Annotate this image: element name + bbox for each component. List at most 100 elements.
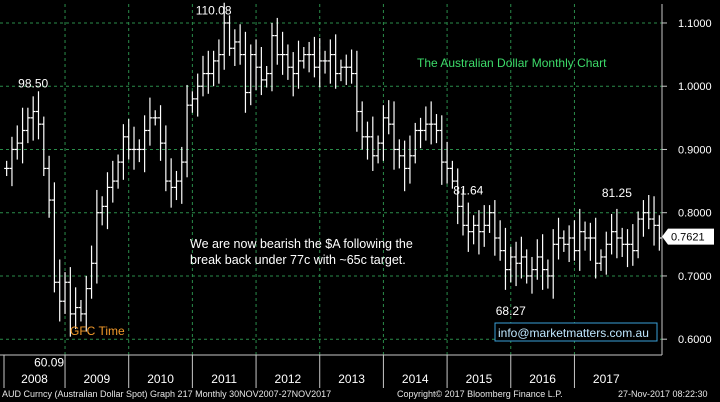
ohlc-bar (168, 158, 174, 208)
commentary-line-2: break back under 77c with ~65c target. (190, 253, 406, 267)
last-price-label: 0.7621 (671, 232, 705, 244)
ohlc-bar (20, 107, 26, 164)
ohlc-bar (285, 44, 291, 80)
x-year-label: 2017 (593, 372, 620, 386)
ohlc-bar (35, 91, 41, 140)
ohlc-bar (449, 160, 455, 189)
ohlc-bar (471, 215, 477, 245)
price-chart: 1.1000 1.0000 0.9000 0.8000 0.7000 0.6000 2008… (0, 2, 714, 388)
x-year-label: 2009 (84, 372, 111, 386)
x-year-label: 2012 (275, 372, 302, 386)
ohlc-bar (492, 200, 498, 256)
ohlc-bar (359, 101, 365, 150)
footer-timestamp: 27-Nov-2017 08:22:30 (618, 389, 708, 399)
ohlc-bar (556, 217, 562, 260)
ohlc-bar (89, 245, 95, 299)
watermark-text: info@marketmatters.com.au (498, 326, 649, 340)
ohlc-bar (439, 115, 445, 185)
chart-title: The Australian Dollar Monthly Chart (417, 56, 607, 70)
ohlc-bar (593, 217, 599, 279)
ohlc-bar (391, 101, 397, 170)
ohlc-bar (513, 241, 519, 287)
ohlc-bar (349, 49, 355, 84)
ohlc-bar (502, 227, 508, 290)
y-tick-label: 1.1000 (678, 18, 712, 30)
y-tick-label: 0.9000 (678, 144, 712, 156)
ohlc-bar (646, 194, 652, 230)
ohlc-bar (179, 146, 185, 204)
ohlc-bar (582, 221, 588, 251)
ohlc-bar (51, 182, 57, 293)
ohlc-bar (630, 224, 636, 266)
ohlc-bar (280, 31, 286, 75)
ohlc-bar (625, 229, 631, 268)
ohlc-bar (614, 208, 620, 259)
ohlc-bar (327, 39, 333, 84)
price-annotation: 81.25 (602, 186, 632, 200)
ohlc-bar (402, 140, 408, 192)
ohlc-bar (142, 115, 148, 173)
ohlc-bar (200, 55, 206, 97)
footer-bar: AUD Curncy (Australian Dollar Spot) Grap… (0, 388, 720, 402)
y-tick-label: 0.6000 (678, 334, 712, 346)
ohlc-bar (131, 126, 137, 170)
ohlc-bar (571, 220, 577, 261)
ohlc-bar (248, 44, 254, 106)
ohlc-bar (126, 119, 132, 160)
x-year-label: 2010 (147, 372, 174, 386)
price-annotation: 110.08 (196, 3, 232, 17)
ohlc-bar (115, 154, 121, 189)
ohlc-bar (476, 210, 482, 255)
ohlc-bar (497, 220, 503, 261)
ohlc-bar (9, 136, 15, 187)
ohlc-bar (269, 22, 275, 92)
ohlc-bar (343, 54, 349, 85)
ohlc-bar (577, 208, 583, 271)
ohlc-bar (4, 160, 10, 177)
x-year-label: 2015 (466, 372, 493, 386)
ohlc-bar (216, 39, 222, 84)
ohlc-bar (487, 205, 493, 233)
ohlc-bar (83, 275, 89, 332)
ohlc-bar (418, 117, 424, 149)
price-annotation: 68.27 (496, 304, 526, 318)
ohlc-bar (540, 234, 546, 290)
ohlc-bar (317, 38, 323, 88)
ohlc-bar (545, 259, 551, 289)
ohlc-bar (380, 105, 386, 161)
watermark-box[interactable]: info@marketmatters.com.au (494, 322, 658, 342)
ohlc-bar (407, 135, 413, 184)
ohlc-bar (635, 211, 641, 259)
ohlc-bar (529, 256, 535, 294)
ohlc-bar (534, 239, 540, 280)
ohlc-bar (67, 267, 73, 337)
ohlc-bar (609, 213, 615, 255)
ohlc-bar (195, 73, 201, 117)
price-annotation: 98.50 (18, 77, 48, 91)
ohlc-bar (396, 139, 402, 169)
ohlc-bar (561, 230, 567, 252)
gfc-label: GFC Time (70, 324, 125, 338)
ohlc-bar (227, 15, 233, 56)
ohlc-bar (221, 2, 227, 70)
last-price-box (662, 228, 714, 245)
price-annotation: 81.64 (453, 183, 483, 197)
ohlc-bar (433, 114, 439, 144)
ohlc-bar (640, 200, 646, 237)
price-annotation: 60.09 (34, 356, 64, 370)
ohlc-bar (173, 170, 179, 201)
axes: 1.1000 1.0000 0.9000 0.8000 0.7000 0.6000 2008… (0, 4, 712, 388)
ohlc-bar (619, 227, 625, 257)
ohlc-bar (354, 50, 360, 132)
ohlc-bar (524, 249, 530, 284)
ohlc-bar (290, 52, 296, 97)
ohlc-bar (460, 188, 466, 236)
ohlc-bar (656, 215, 662, 251)
ohlc-bar (322, 50, 328, 74)
y-tick-label: 0.7000 (678, 271, 712, 283)
ohlc-bar (110, 160, 116, 203)
ohlc-bar (242, 31, 248, 113)
ohlc-bar (598, 249, 604, 271)
ohlc-bar (30, 96, 36, 141)
ohlc-bar (274, 17, 280, 65)
